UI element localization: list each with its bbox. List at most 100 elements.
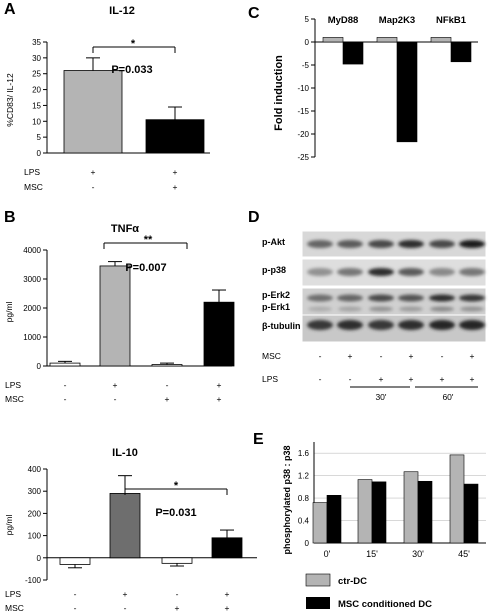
blot-band: [429, 294, 455, 302]
il12-pvalue: P=0.033: [111, 64, 152, 76]
fold-ytick-label: -10: [297, 84, 309, 93]
p38-ytick-label: 0.8: [298, 494, 310, 503]
blot-band: [307, 294, 333, 302]
blot-strip-tubulin: [301, 314, 487, 343]
il10-conditions: - - + - - + + +: [74, 589, 230, 613]
p38-category-label: 15': [366, 549, 378, 559]
blot-strip-perk: [301, 287, 487, 316]
blot-strips: [301, 230, 487, 343]
blot-band: [429, 268, 455, 276]
il10-chart-bar: [109, 493, 141, 559]
tnfa-chart-ytick-label: 1000: [23, 333, 41, 342]
il10-ylabel: pg/ml: [4, 515, 14, 536]
il10-chart-ytick-label: 0: [37, 554, 42, 563]
blot-lps-sign: -: [349, 374, 352, 384]
tnfa-conds-msc-sign: +: [165, 394, 170, 404]
p38-bar: [463, 483, 479, 544]
fold-bar: [376, 37, 398, 43]
il10-chart-ytick-label: 200: [28, 509, 42, 518]
blot-msc-sign: +: [409, 351, 414, 361]
tnfa-conds-lps-sign: +: [217, 380, 222, 390]
fold-bar: [342, 41, 364, 65]
blot-band: [308, 306, 332, 312]
blot-band: [368, 268, 394, 276]
il12-cond-label-msc: MSC: [24, 182, 43, 192]
p38-category-label: 45': [458, 549, 470, 559]
tnfa-conditions: - - + - - + + +: [64, 380, 222, 404]
il10-chart-ytick-label: 400: [28, 465, 42, 474]
tnfa-cond-label-msc: MSC: [5, 394, 24, 404]
tnfa-chart-ytick-label: 2000: [23, 304, 41, 313]
tnfa-chart-ytick-label: 3000: [23, 275, 41, 284]
fold-category-label: MyD88: [328, 15, 359, 26]
blot-lps-sign: +: [440, 374, 445, 384]
blot-conditions: - - + - - + + + - + + +: [319, 351, 475, 384]
tnfa-ylabel: pg/ml: [4, 302, 14, 323]
tnfa-chart-bar: [151, 364, 183, 367]
blot-msc-sign: +: [470, 351, 475, 361]
blot-msc-sign: -: [441, 351, 444, 361]
il12-cond-lps-1: +: [91, 167, 96, 177]
blot-lps-sign: -: [319, 374, 322, 384]
blot-band: [430, 306, 454, 312]
tnfa-conds-lps-sign: -: [166, 380, 169, 390]
il10-conds-msc-sign: -: [74, 603, 77, 613]
il10-cond-label-msc: MSC: [5, 603, 24, 613]
il12-ylabel: %CD83/ IL-12: [5, 73, 15, 127]
il12-cond-msc-2: +: [173, 182, 178, 192]
tnfa-chart-bar: [99, 265, 131, 367]
p38-bar: [417, 480, 433, 544]
blot-band: [460, 306, 484, 312]
il12-chart-ytick-label: 5: [37, 133, 42, 142]
blot-band: [368, 294, 394, 302]
p38-bar: [312, 502, 328, 544]
fold-bar: [322, 37, 344, 43]
il10-chart: -100 0 100 200 300 400: [25, 465, 257, 585]
blot-band: [399, 306, 423, 312]
blot-band: [459, 240, 485, 248]
blot-band: [459, 294, 485, 302]
p38-bar: [403, 471, 419, 544]
il10-chart-bar: [59, 557, 91, 565]
il12-cond-msc-1: -: [92, 182, 95, 192]
fold-ytick-label: 5: [305, 15, 310, 24]
blot-msc-sign: -: [380, 351, 383, 361]
blot-band: [398, 240, 424, 248]
il10-conds-lps-sign: +: [225, 589, 230, 599]
tnfa-conds-msc-sign: -: [64, 394, 67, 404]
il12-chart-ytick-label: 35: [32, 38, 41, 47]
tnfa-chart-ytick-label: 0: [37, 362, 42, 371]
legend-swatch-msc: [306, 597, 330, 609]
panel-b-label: B: [4, 209, 16, 226]
fold-chart: -25 -20 -15 -10 -5 0 5 MyD88 Map2K3 NFkB1: [297, 15, 478, 162]
tnfa-sig-stars: **: [144, 234, 153, 246]
panel-e-label: E: [253, 431, 264, 448]
il12-chart-ytick-label: 25: [32, 70, 41, 79]
blot-band: [369, 306, 393, 312]
blot-time-60: 60': [442, 392, 453, 402]
fold-ytick-label: -5: [302, 61, 310, 70]
panel-c: C Fold induction -25 -20 -15 -10 -5 0 5 MyD88 Ma…: [248, 5, 478, 162]
p38-bar: [357, 479, 373, 544]
il10-conds-msc-sign: +: [175, 603, 180, 613]
blot-band: [338, 306, 362, 312]
blot-band: [307, 320, 333, 330]
blot-label-tubulin: β-tubulin: [262, 321, 300, 331]
fold-category-label: Map2K3: [379, 15, 415, 26]
p38-ylabel: phosphorylated p38 : p38: [282, 445, 292, 554]
blot-msc-sign: +: [348, 351, 353, 361]
il12-chart-ytick-label: 10: [32, 117, 41, 126]
p38-ytick-label: 1.6: [298, 449, 310, 458]
il12-cond-label-lps: LPS: [24, 167, 40, 177]
legend-label-ctr: ctr-DC: [338, 576, 367, 587]
il10-chart-ytick-label: 300: [28, 487, 42, 496]
p38-category-label: 30': [412, 549, 424, 559]
fold-ytick-label: -15: [297, 107, 309, 116]
il10-sig-stars: *: [174, 480, 179, 492]
blot-band: [398, 268, 424, 276]
legend-swatch-ctr: [305, 573, 331, 587]
p38-ytick-label: 0.4: [298, 517, 310, 526]
tnfa-conds-msc-sign: +: [217, 394, 222, 404]
il12-chart: 0 5 10 15 20 25 30 35: [32, 38, 210, 158]
